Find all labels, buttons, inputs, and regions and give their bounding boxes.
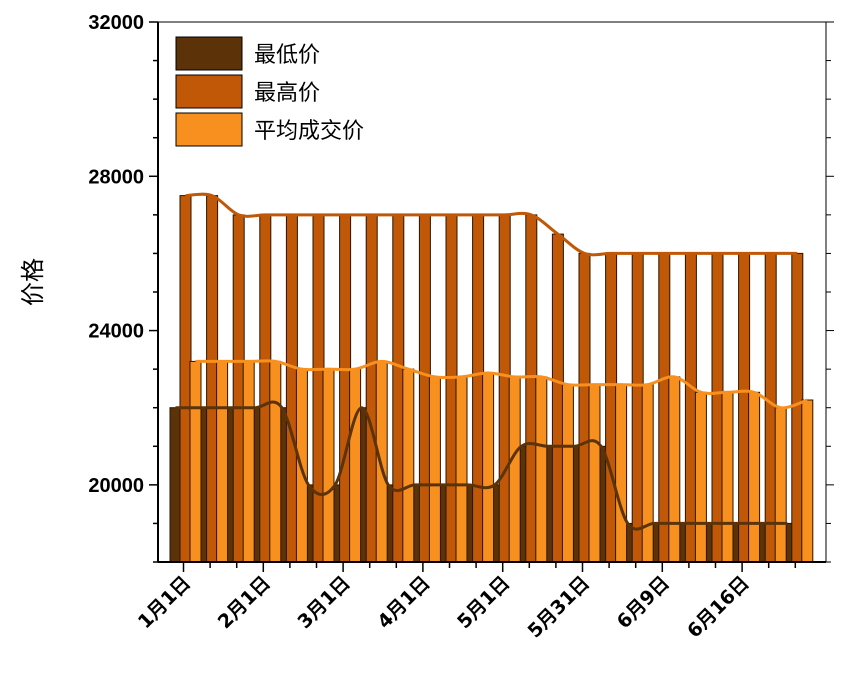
- bars: [169, 195, 814, 563]
- y-axis-title: 价格: [19, 258, 47, 306]
- bar-high: [605, 252, 618, 563]
- bar-avg: [269, 360, 282, 563]
- high-trend-line: [185, 192, 798, 257]
- bar-high: [472, 214, 485, 563]
- bar-high: [764, 252, 777, 563]
- bar-high: [525, 214, 538, 563]
- legend-swatch: [175, 36, 243, 71]
- bar-avg: [242, 360, 255, 563]
- legend-label: 最高价: [254, 81, 320, 106]
- bar-avg: [801, 399, 814, 563]
- low-trend-line: [175, 400, 788, 531]
- trend-lines: [175, 192, 808, 531]
- bar-high: [339, 214, 352, 563]
- bar-high: [658, 252, 671, 563]
- bar-high: [365, 214, 378, 563]
- legend-label: 平均成交价: [254, 119, 364, 144]
- bar-avg: [402, 368, 415, 563]
- bar-avg: [721, 391, 734, 563]
- legend-swatch: [175, 74, 243, 109]
- bar-avg: [322, 368, 335, 563]
- x-tick-label: 4月1日: [373, 572, 434, 633]
- y-axis: 20000 24000 28000 32000: [88, 12, 834, 563]
- y-axis-label: 价格: [19, 258, 47, 306]
- y-tick-label: 24000: [88, 321, 144, 343]
- bar-avg: [216, 360, 229, 563]
- bar-avg: [535, 376, 548, 563]
- avg-trend-line: [195, 359, 808, 410]
- bar-high: [631, 252, 644, 563]
- legend-swatch: [175, 112, 243, 147]
- bar-avg: [694, 391, 707, 563]
- bar-high: [285, 214, 298, 563]
- y-tick-label: 28000: [88, 166, 144, 188]
- bar-avg: [615, 384, 628, 563]
- bar-avg: [455, 376, 468, 563]
- x-axis: 1月1日 2月1日 3月1日 4月1日 5月1日 5月31日 6月9日 6月16日: [134, 562, 797, 642]
- bar-high: [232, 214, 245, 563]
- bar-high: [684, 252, 697, 563]
- axes-frame: [157, 21, 827, 563]
- x-tick-label: 3月1日: [294, 572, 355, 633]
- bar-high: [445, 214, 458, 563]
- x-tick-label: 6月16日: [683, 572, 753, 642]
- y-tick-label: 32000: [88, 12, 144, 34]
- legend-label: 最低价: [254, 43, 320, 68]
- bar-avg: [482, 372, 495, 563]
- bar-high: [206, 195, 219, 563]
- bar-avg: [668, 376, 681, 563]
- x-tick-label: 5月1日: [453, 572, 514, 633]
- bar-avg: [189, 360, 202, 563]
- y-tick-label: 20000: [88, 475, 144, 497]
- bar-high: [312, 214, 325, 563]
- bar-avg: [508, 376, 521, 563]
- x-tick-label: 6月9日: [613, 572, 674, 633]
- bar-high: [498, 214, 511, 563]
- bar-high: [791, 252, 804, 563]
- bar-high: [259, 214, 272, 563]
- bar-high: [392, 214, 405, 563]
- x-tick-label: 2月1日: [214, 572, 275, 633]
- bar-avg: [774, 407, 787, 563]
- bar-avg: [641, 384, 654, 563]
- bar-high: [179, 195, 192, 563]
- x-tick-label: 1月1日: [134, 572, 195, 633]
- bar-high: [578, 252, 591, 563]
- bar-high: [711, 252, 724, 563]
- bar-avg: [428, 376, 441, 563]
- bar-avg: [561, 384, 574, 563]
- bar-high: [551, 233, 564, 563]
- bar-avg: [748, 391, 761, 563]
- bar-avg: [588, 384, 601, 563]
- x-tick-label: 5月31日: [524, 572, 594, 642]
- bar-low: [169, 407, 182, 563]
- bar-high: [418, 214, 431, 563]
- bar-high: [738, 252, 751, 563]
- bar-avg: [349, 368, 362, 563]
